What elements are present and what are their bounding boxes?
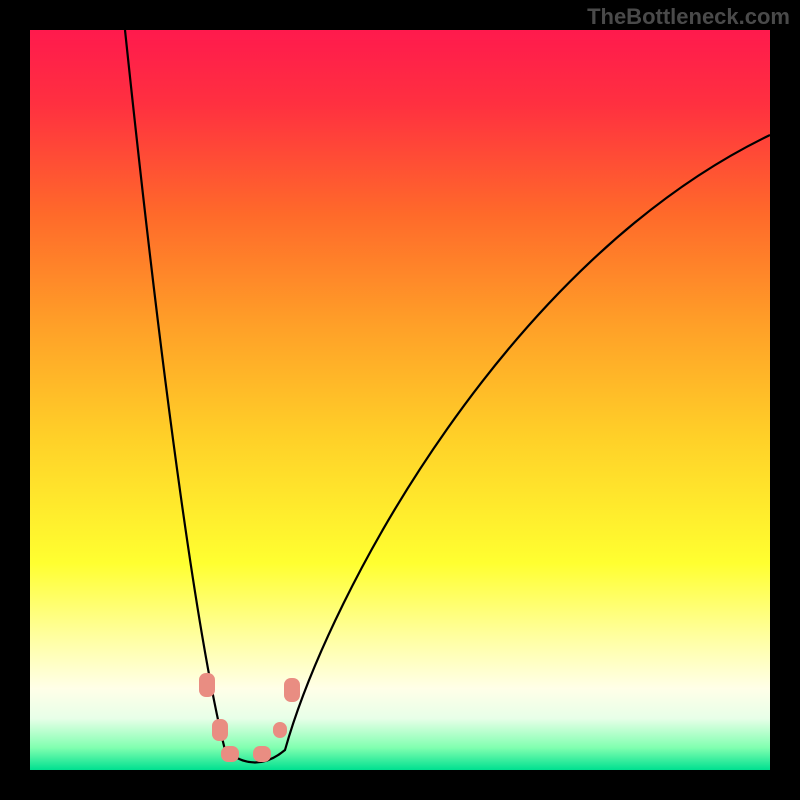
marker-dot (212, 719, 228, 741)
watermark-text: TheBottleneck.com (587, 4, 790, 30)
bottleneck-curve (125, 30, 770, 763)
marker-dot (221, 746, 239, 762)
marker-dot (273, 722, 287, 738)
chart-area (30, 30, 770, 770)
curve-layer (30, 30, 770, 770)
marker-dot (284, 678, 300, 702)
marker-dot (199, 673, 215, 697)
marker-dot (253, 746, 271, 762)
